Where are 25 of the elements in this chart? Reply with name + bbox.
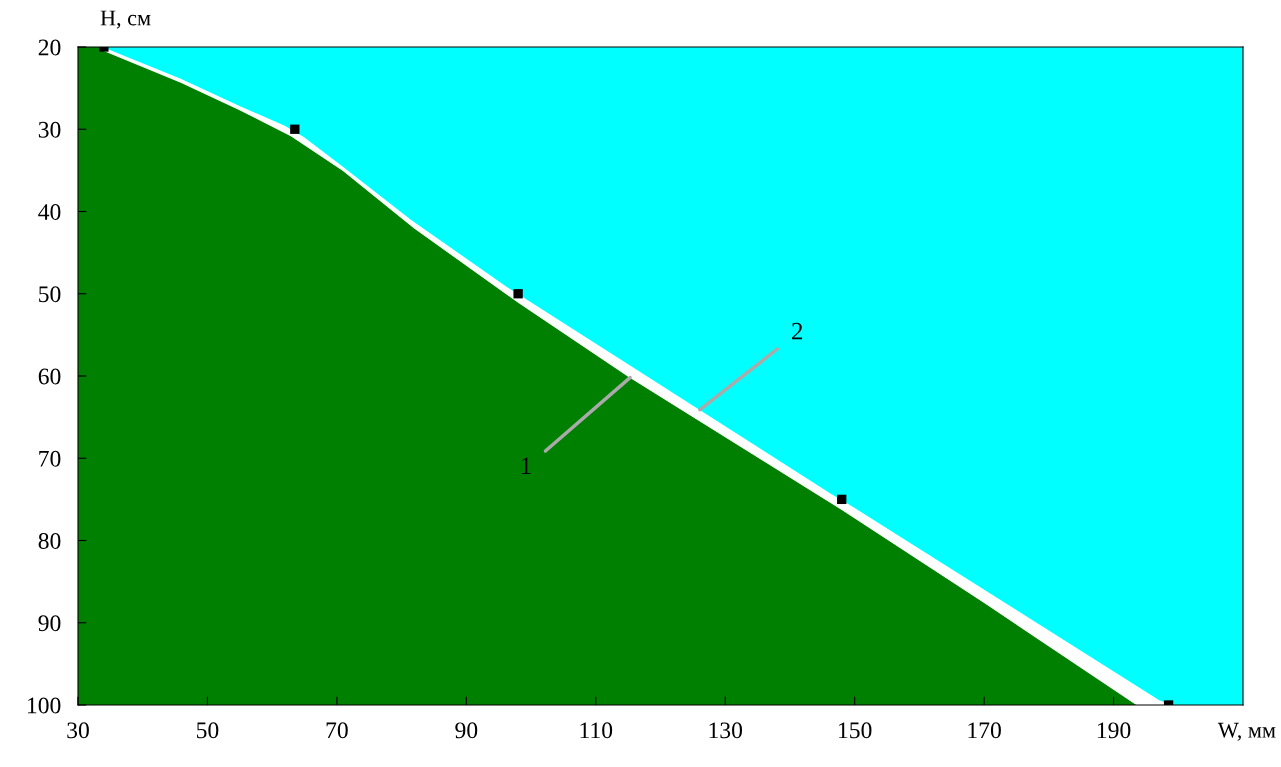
y-axis-title: H, см xyxy=(100,10,151,29)
x-tick-label: 110 xyxy=(580,722,613,739)
y-tick-label: 30 xyxy=(38,121,61,138)
y-tick-label: 80 xyxy=(38,532,61,549)
x-tick-label: 130 xyxy=(709,722,743,739)
y-tick-label: 60 xyxy=(38,368,61,385)
point xyxy=(290,124,300,134)
x-tick-label: 70 xyxy=(326,722,348,739)
y-tick-label: 100 xyxy=(27,697,61,714)
x-tick-label: 30 xyxy=(67,722,89,739)
x-axis-title: W, мм xyxy=(1217,722,1276,741)
x-tick-label: 90 xyxy=(455,722,478,739)
point xyxy=(513,289,523,299)
x-tick-label: 50 xyxy=(197,722,219,739)
y-tick-label: 20 xyxy=(38,39,61,56)
y-tick-label: 70 xyxy=(39,450,61,467)
annotation: 2 xyxy=(792,322,803,340)
x-tick-label: 190 xyxy=(1097,722,1131,739)
y-tick-label: 40 xyxy=(38,203,61,220)
annotation: 1 xyxy=(521,457,531,474)
y-tick-label: 90 xyxy=(38,615,61,632)
x-tick-label: 150 xyxy=(839,722,872,739)
point xyxy=(837,494,847,505)
y-tick-label: 50 xyxy=(39,286,61,303)
x-tick-label: 170 xyxy=(968,722,1001,739)
